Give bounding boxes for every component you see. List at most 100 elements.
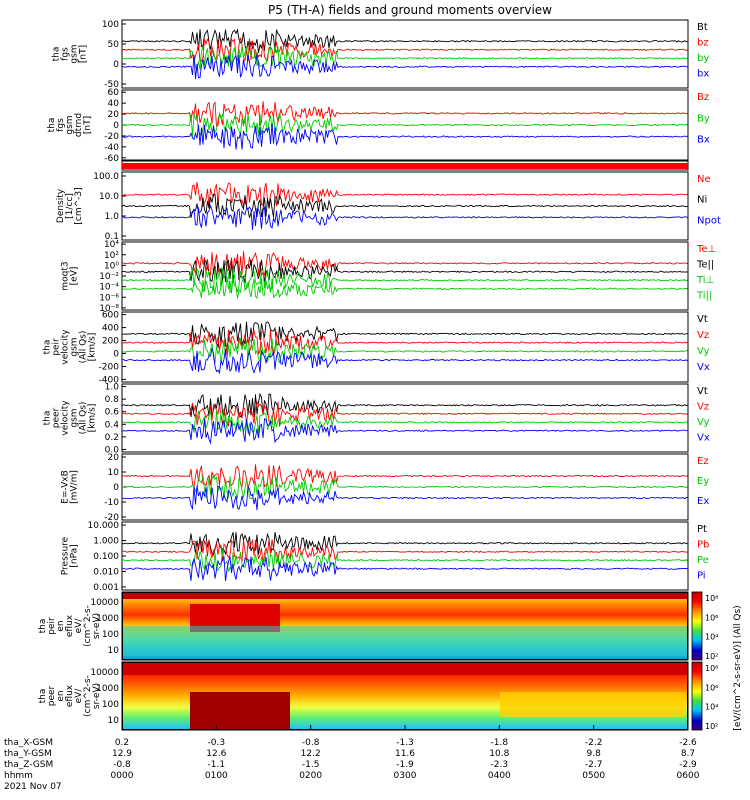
- legend-te: Te⊥: [696, 244, 716, 255]
- xtick-label: 0300: [394, 771, 417, 781]
- legend-vt: Vt: [697, 386, 708, 397]
- ylabel-line: eV/: [74, 618, 84, 634]
- xtick-label: 12.9: [112, 749, 132, 759]
- colorbar-tick: 10⁸: [705, 594, 718, 603]
- ylabel-line: peer: [52, 407, 62, 428]
- xtick-label: 0600: [677, 771, 700, 781]
- ytick-label: 0.100: [93, 552, 119, 562]
- trace-vy: [121, 410, 688, 435]
- colorbar-tick: 10²: [705, 722, 718, 731]
- trace-vz: [121, 328, 688, 357]
- ylabel-line: tha: [38, 619, 48, 634]
- ytick-label: 0.0: [105, 445, 120, 455]
- xaxis-row-label: tha_X-GSM: [4, 738, 53, 748]
- ylabel-line: velocity: [61, 329, 71, 365]
- ytick-label: 40: [108, 99, 120, 109]
- panel-6: 600 400 200 0 -200 -400 Vt Vz Vy Vx tha peir velocit…: [43, 311, 710, 386]
- ytick-label: -400: [99, 375, 120, 385]
- ytick-label: 10: [108, 468, 120, 478]
- xtick-label: -0.8: [113, 760, 131, 770]
- ytick-label: -20: [104, 513, 119, 523]
- ytick-label: 0.001: [93, 583, 119, 593]
- legend-vt: Vt: [697, 314, 708, 325]
- quality-flag-bar: [122, 163, 688, 169]
- ytick-label: 0: [113, 121, 119, 131]
- ytick-label: 100: [102, 20, 119, 30]
- ylabel-line: gsm: [70, 44, 80, 63]
- ylabel-line: peir: [52, 338, 62, 356]
- spectrogram-band: [123, 593, 687, 599]
- ytick-label: 1.000: [93, 537, 119, 547]
- spectrogram-floor: [123, 626, 687, 656]
- legend-pb: Pb: [697, 540, 709, 551]
- xaxis-row-label: hhmm: [4, 771, 33, 781]
- ytick-label: 0: [113, 60, 119, 70]
- ylabel-line: [nPa]: [70, 544, 80, 567]
- panel-7: 1.0 0.8 0.6 0.4 0.2 0.0 Vt Vz Vy Vx tha peer velocit…: [43, 383, 710, 456]
- legend-bz: Bz: [697, 92, 709, 103]
- trace-ne: [121, 182, 688, 208]
- xtick-label: 9.8: [587, 749, 602, 759]
- ylabel-line: fgs: [61, 47, 71, 61]
- panel-frame: [121, 383, 689, 453]
- trace-vz: [121, 400, 688, 427]
- xaxis-row-label: tha_Z-GSM: [4, 760, 53, 770]
- legend-ez: Ez: [697, 456, 709, 467]
- legend-vx: Vx: [697, 362, 710, 373]
- ytick-label: 0.2: [105, 433, 119, 443]
- xtick-label: 10.8: [489, 749, 509, 759]
- ylabel-line: tha: [43, 340, 53, 355]
- trace-npot: [121, 204, 688, 230]
- colorbar-tick: 10⁶: [705, 683, 718, 692]
- xtick-label: -1.9: [396, 760, 414, 770]
- ylabel-line: (cm^2-s-: [83, 675, 93, 717]
- colorbar-tick: 10⁴: [705, 703, 718, 712]
- ylabel-line: tha: [43, 411, 53, 426]
- ytick-label: 0: [113, 349, 119, 359]
- ytick-label: 1000: [96, 614, 119, 624]
- colorbar-tick: 10⁸: [705, 664, 718, 673]
- xtick-label: 11.6: [395, 749, 415, 759]
- xtick-label: -2.9: [679, 760, 697, 770]
- ytick-label: 10: [108, 646, 120, 656]
- xtick-label: -2.7: [585, 760, 603, 770]
- xtick-label: 0400: [488, 771, 511, 781]
- xaxis-row-label: tha_Y-GSM: [4, 749, 52, 759]
- xtick-label: -2.2: [585, 738, 603, 748]
- trace-te: [121, 251, 688, 277]
- ylabel-line: gsm: [65, 115, 75, 134]
- ylabel-line: eflux: [65, 614, 75, 637]
- ytick-label: 50: [108, 40, 120, 50]
- panel-10: tha peir en eflux eV/(cm^2-s-sr-eV) 10000 1000…: [38, 591, 689, 661]
- ylabel-line: [cm^-3]: [74, 187, 84, 224]
- ytick-label: -10: [104, 498, 119, 508]
- ytick-label: -40: [104, 143, 119, 153]
- xtick-label: -1.1: [208, 760, 226, 770]
- legend-ti: Ti⊥: [696, 275, 714, 286]
- colorbar-label: [eV/(cm^2-s-sr-eV)] (All Qs): [733, 605, 743, 730]
- legend-by: By: [697, 113, 710, 124]
- ylabel-line: peir: [47, 617, 57, 635]
- spectrogram-band: [123, 663, 687, 675]
- colorbar-tick: 10⁶: [705, 613, 718, 622]
- trace-pi: [121, 555, 688, 582]
- panel-9: 10.000 1.000 0.100 0.010 0.001 Pt Pb Pe Pi Pressu…: [61, 521, 710, 593]
- xtick-label: 12.6: [206, 749, 226, 759]
- trace-ex: [121, 485, 688, 511]
- trace-ni: [121, 193, 688, 218]
- ytick-label: 1000: [96, 684, 119, 694]
- ytick-label: 10⁻⁴: [99, 283, 119, 293]
- xtick-label: 8.7: [681, 749, 695, 759]
- ytick-label: -60: [104, 154, 119, 164]
- colorbar-tick: 10²: [705, 652, 718, 661]
- trace-bx: [121, 54, 688, 80]
- ytick-label: 600: [102, 311, 119, 321]
- ylabel-line: [1/cc]: [65, 193, 75, 219]
- colorbar1: [691, 591, 703, 661]
- ylabel-line: [nT]: [83, 116, 93, 134]
- ytick-label: 10.000: [88, 521, 120, 531]
- panel-3: [121, 160, 689, 171]
- ytick-label: -20: [104, 132, 119, 142]
